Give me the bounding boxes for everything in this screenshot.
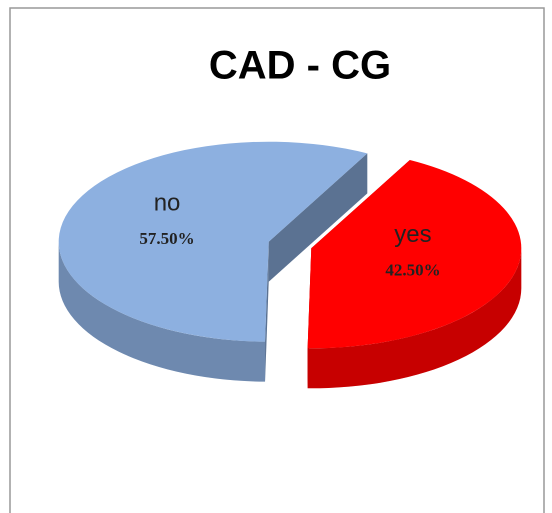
- value-label: 42.50%: [385, 261, 440, 280]
- slice: [58, 141, 368, 342]
- slice-label: yes: [394, 221, 431, 248]
- chart-title: CAD - CG: [209, 44, 391, 88]
- value-label: 57.50%: [139, 229, 194, 248]
- slice-wall: [58, 241, 266, 382]
- slice-wall-shade: [58, 241, 266, 382]
- slice-wall-shade: [307, 248, 522, 389]
- slice-side-shade: [268, 153, 368, 282]
- slice-side: [265, 241, 269, 382]
- slice: [307, 160, 522, 349]
- slice-side-shade: [265, 241, 269, 382]
- slice-side: [268, 153, 368, 282]
- slice-label: no: [154, 190, 181, 217]
- slice-wall: [307, 248, 522, 389]
